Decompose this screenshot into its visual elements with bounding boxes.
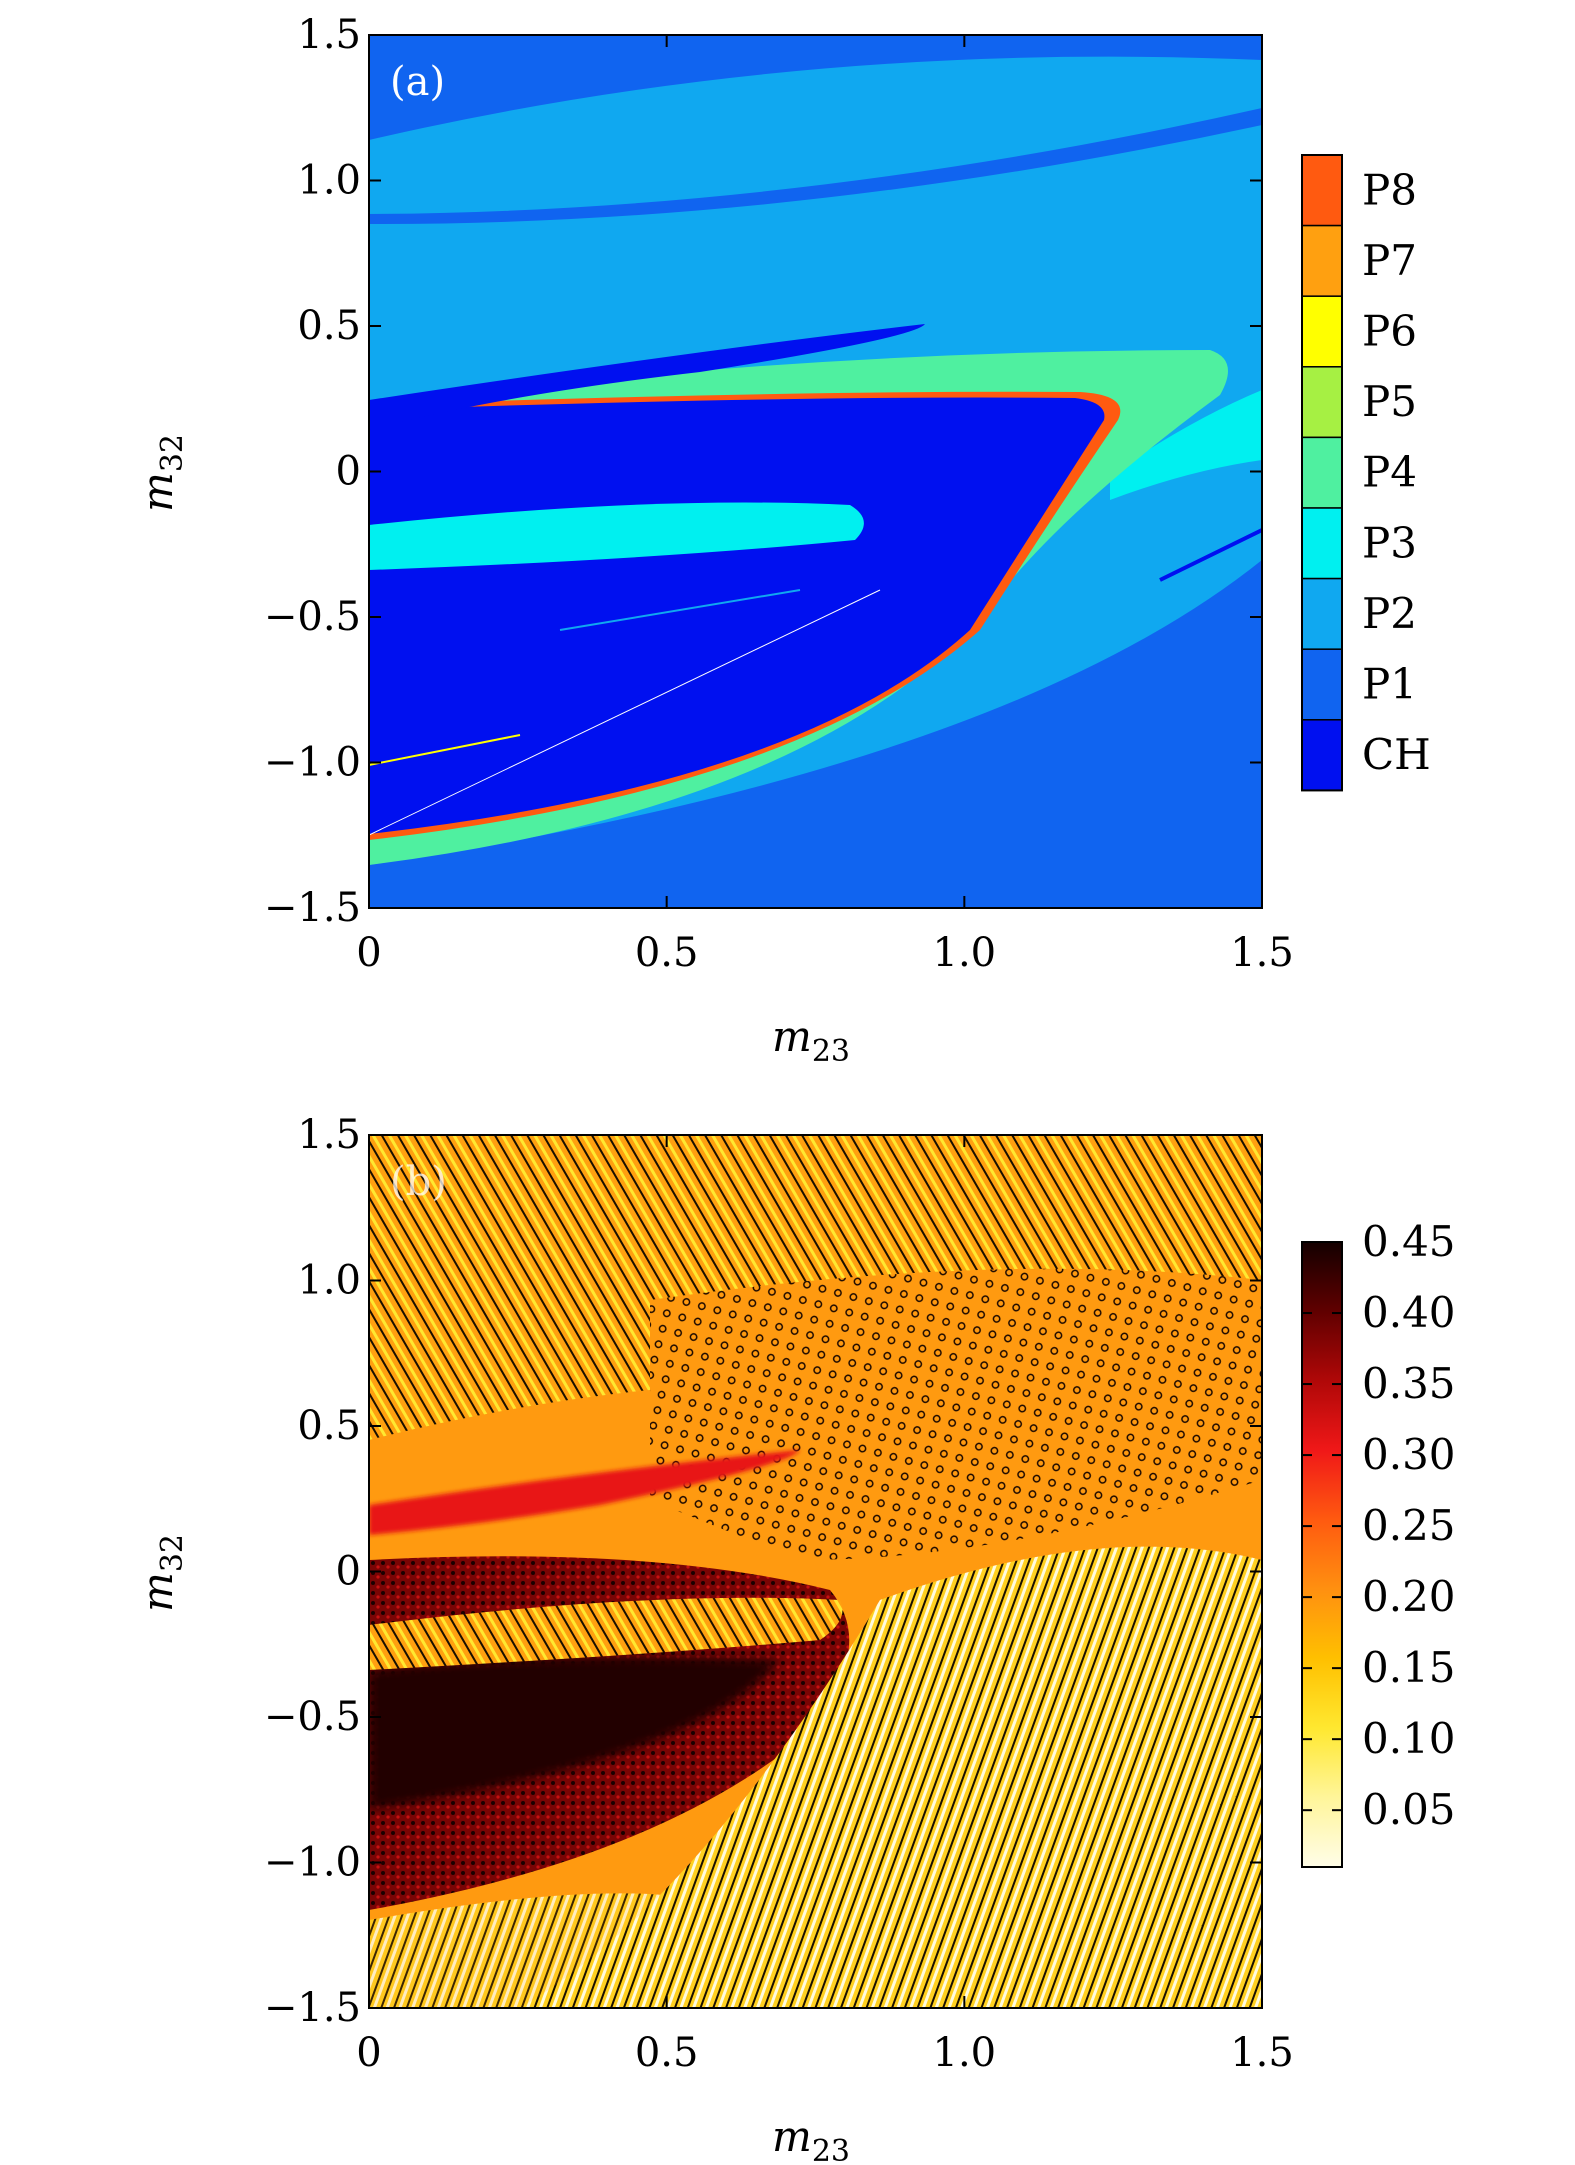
- panel-b-label: (b): [390, 1159, 447, 1205]
- panel-a: (a) 0 0.5 1.0 1.51.51.00.50−0.5−1.0−1.5 m23…: [133, 12, 1431, 1069]
- region-b-dotted: [650, 1268, 1262, 1560]
- panel-b-ylabel: m32: [133, 1534, 190, 1612]
- y-tick-label: 1.0: [297, 158, 361, 204]
- y-tick-label: −1.0: [264, 1840, 361, 1886]
- y-tick-label: 0: [336, 1549, 361, 1595]
- panel-b-axes: 0 0.5 1.0 1.5 1.5 1.0 0.5 0 −0.5 −1.0 −1.5: [264, 1112, 1294, 2076]
- panel-b-ylabel-sub: 32: [155, 1534, 190, 1572]
- panel-a-ylabel-sub: 32: [155, 434, 190, 472]
- legend-swatch-p5: [1301, 366, 1343, 439]
- colorbar-tick-label: 0.45: [1362, 1217, 1456, 1266]
- panel-a-heatmap: [369, 35, 1262, 908]
- region-b-yellow-stripes: [520, 1546, 1262, 2008]
- region-p3-right-band: [1110, 390, 1262, 500]
- legend-label-ch: CH: [1362, 730, 1431, 779]
- legend-swatch-p8: [1301, 154, 1343, 227]
- legend-label-p4: P4: [1362, 448, 1417, 497]
- panel-a-ylabel: m32: [133, 434, 190, 512]
- y-tick-label: 1.5: [297, 12, 361, 58]
- colorbar-tick-label: 0.30: [1362, 1430, 1456, 1479]
- colorbar-tick-label: 0.15: [1362, 1643, 1456, 1692]
- x-tick-label: 1.0: [933, 2030, 997, 2076]
- panel-a-legend: P8 P7 P6 P5 P4 P3 P2 P1 CH: [1301, 154, 1431, 792]
- colorbar-tick-label: 0.25: [1362, 1501, 1456, 1550]
- x-tick-label: 0.5: [635, 2030, 699, 2076]
- y-tick-label: −1.5: [264, 885, 361, 931]
- panel-b-xlabel-sub: 23: [812, 2134, 850, 2165]
- x-tick-label: 1.0: [933, 930, 997, 976]
- chaos-streak-3: [369, 589, 881, 836]
- legend-label-p5: P5: [1362, 377, 1417, 426]
- panel-a-xlabel-main: m: [772, 1012, 812, 1061]
- y-tick-label: −1.5: [264, 1985, 361, 2031]
- x-tick-label: 0.5: [635, 930, 699, 976]
- legend-swatch-p4: [1301, 436, 1343, 509]
- colorbar-tick-label: 0.05: [1362, 1785, 1456, 1834]
- legend-swatch-p7: [1301, 224, 1343, 297]
- y-tick-label: 0.5: [297, 303, 361, 349]
- legend-label-p8: P8: [1362, 165, 1417, 214]
- legend-swatch-p6: [1301, 295, 1343, 368]
- legend-frame: [1301, 154, 1343, 792]
- legend-label-p1: P1: [1362, 660, 1417, 709]
- panel-b-xlabel-main: m: [772, 2112, 812, 2161]
- legend-swatch-p3: [1301, 507, 1343, 580]
- panel-a-ylabel-main: m: [133, 472, 182, 512]
- y-tick-label: −0.5: [264, 1694, 361, 1740]
- legend-swatch-ch: [1301, 719, 1343, 792]
- region-b-dark-core: [369, 1656, 780, 1810]
- region-ch-core: [369, 397, 1105, 834]
- region-b-red-tongue: [369, 1450, 800, 1535]
- colorbar-tick-label: 0.40: [1362, 1288, 1456, 1337]
- region-p3-window: [369, 502, 864, 570]
- region-b-orange-window: [369, 1597, 843, 1670]
- y-tick-label: 1.0: [297, 1258, 361, 1304]
- x-tick-label: 1.5: [1230, 2030, 1294, 2076]
- legend-label-p3: P3: [1362, 518, 1417, 567]
- colorbar-tick-label: 0.20: [1362, 1572, 1456, 1621]
- colorbar-tick-label: 0.35: [1362, 1359, 1456, 1408]
- region-b-lower-left-stripes: [369, 1893, 700, 2008]
- legend-label-p6: P6: [1362, 307, 1417, 356]
- panel-a-label: (a): [390, 59, 445, 105]
- panel-b-ylabel-main: m: [133, 1572, 182, 1612]
- chaos-streak-2: [559, 589, 801, 631]
- x-tick-label: 1.5: [1230, 930, 1294, 976]
- y-tick-label: 0: [336, 449, 361, 495]
- x-tick-label: 0: [356, 2030, 381, 2076]
- y-tick-label: 1.5: [297, 1112, 361, 1158]
- panel-b-colorbar: 0.45 0.40 0.35 0.30 0.25 0.20 0.15 0.10 0.05: [1301, 1217, 1456, 1868]
- panel-b-xlabel: m23: [772, 2112, 850, 2165]
- legend-label-p7: P7: [1362, 236, 1417, 285]
- colorbar-tick-label: 0.10: [1362, 1714, 1456, 1763]
- colorbar-gradient: [1301, 1241, 1343, 1868]
- legend-label-p2: P2: [1362, 589, 1417, 638]
- legend-swatch-p1: [1301, 648, 1343, 721]
- panel-a-xlabel: m23: [772, 1012, 850, 1069]
- panel-a-axes: 0 0.5 1.0 1.5 1.5 1.0 0.5 0 −0.5 −1.0 −1.5: [264, 12, 1294, 976]
- chaos-streak-1: [369, 734, 521, 766]
- y-tick-label: −1.0: [264, 740, 361, 786]
- y-tick-label: −0.5: [264, 594, 361, 640]
- legend-swatch-p2: [1301, 577, 1343, 650]
- y-tick-label: 0.5: [297, 1403, 361, 1449]
- panel-b-heatmap: [369, 1135, 1262, 2008]
- x-tick-label: 0: [356, 930, 381, 976]
- chaos-streak-4: [1159, 528, 1262, 582]
- region-ch-upper-tongue: [369, 324, 925, 430]
- panel-a-xlabel-sub: 23: [812, 1034, 850, 1069]
- panel-b: (b) 0 0.5 1.0 1.51.51.00.50−0.5−1.0−1.5 m23…: [133, 1112, 1456, 2165]
